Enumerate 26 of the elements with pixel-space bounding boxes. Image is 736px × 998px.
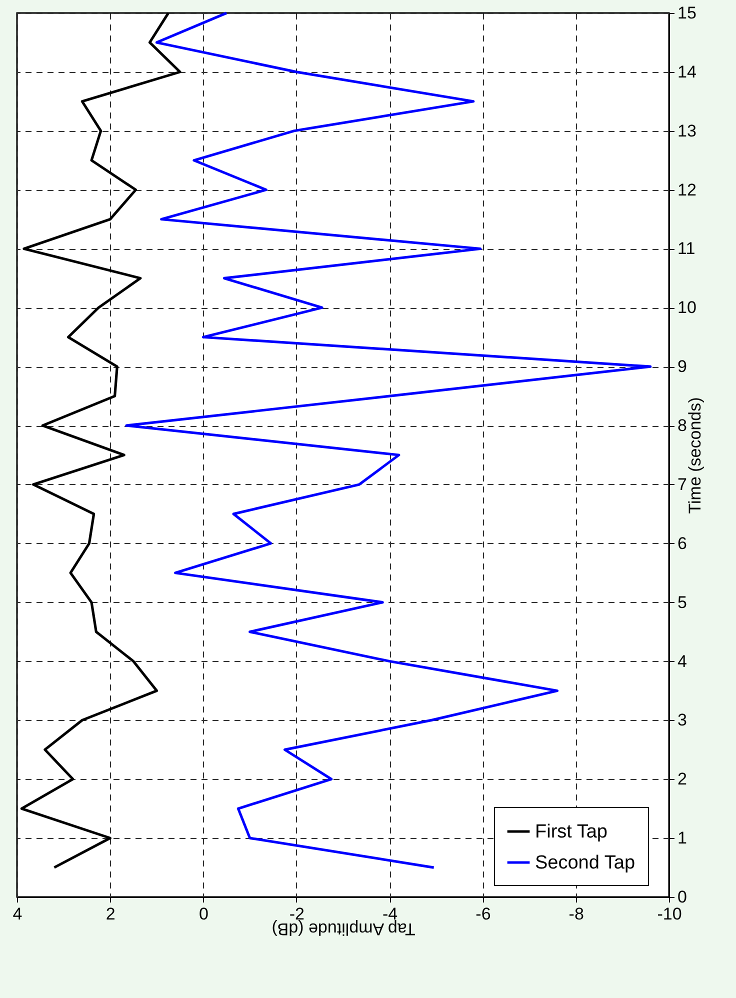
legend-label: First Tap — [535, 822, 608, 842]
x-tick-label: -8 — [568, 904, 584, 924]
y-tick-label: 2 — [678, 770, 687, 789]
y-tick-label: 13 — [678, 121, 696, 140]
y-tick-label: 15 — [678, 4, 696, 22]
y-axis-title: Time (seconds) — [685, 397, 704, 514]
y-tick-label: 3 — [678, 710, 687, 730]
y-tick-label: 10 — [678, 298, 696, 318]
x-tick-label: -10 — [657, 904, 682, 924]
x-axis-title: Tap Amplitude (dB) — [272, 920, 416, 938]
y-tick-label: 7 — [678, 474, 687, 494]
legend-label: Second Tap — [535, 852, 636, 874]
y-tick-label: 9 — [678, 357, 687, 376]
y-tick-label: 6 — [678, 534, 687, 553]
x-tick-label: 0 — [199, 904, 209, 924]
y-tick-label: 0 — [678, 888, 687, 906]
y-tick-label: 5 — [678, 592, 687, 612]
x-tick-label: -6 — [476, 904, 491, 924]
y-tick-label: 1 — [678, 828, 687, 848]
y-tick-label: 4 — [678, 652, 687, 671]
y-tick-label: 11 — [678, 239, 696, 258]
x-tick-label: 2 — [106, 904, 116, 924]
y-tick-label: 12 — [678, 180, 696, 200]
y-tick-label: 8 — [678, 416, 687, 436]
x-tick-label: 4 — [12, 904, 22, 924]
y-tick-label: 14 — [678, 62, 696, 82]
